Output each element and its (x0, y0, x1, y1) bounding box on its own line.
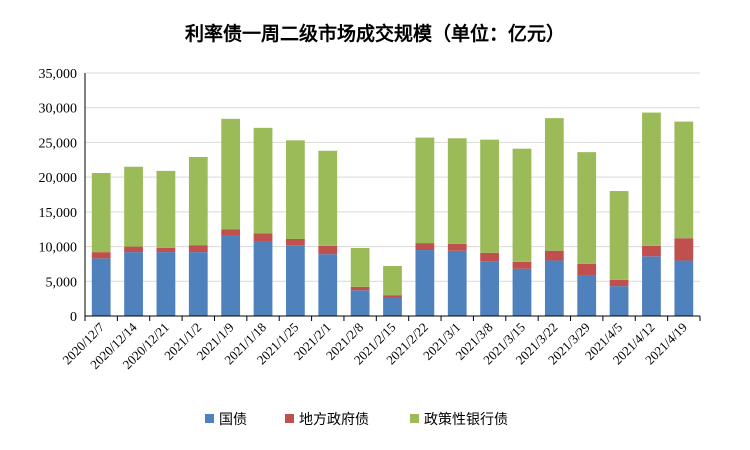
bar-segment-series-2 (253, 127, 273, 234)
bar-segment-series-2 (447, 138, 467, 244)
legend-label: 政策性银行债 (424, 411, 508, 428)
bar-segment-series-2 (609, 191, 629, 280)
bar-segment-series-0 (383, 297, 402, 316)
bar-segment-series-1 (415, 243, 435, 251)
bar-segment-series-0 (415, 250, 435, 316)
bar-segment-series-0 (156, 252, 176, 316)
legend-swatch (285, 414, 294, 423)
bar-segment-series-0 (447, 250, 467, 316)
legend-label: 地方政府债 (299, 412, 369, 428)
bar-segment-series-0 (642, 256, 661, 316)
bar-segment-series-2 (350, 247, 370, 287)
bar-segment-series-2 (286, 140, 305, 239)
bar-segment-series-2 (124, 166, 143, 247)
bar-segment-series-0 (512, 268, 532, 316)
bar-segment-series-1 (544, 250, 564, 261)
y-tick-label: 5,000 (46, 275, 78, 290)
bar-segment-series-0 (350, 290, 370, 316)
bar-segment-series-2 (642, 112, 661, 246)
bar-segment-series-0 (91, 258, 111, 316)
bar-segment-series-0 (221, 235, 241, 316)
bars-layer (91, 112, 694, 316)
legend-label: 国债 (219, 412, 247, 428)
bar-segment-series-1 (124, 246, 143, 253)
bar-segment-series-0 (480, 261, 499, 316)
bar-segment-series-1 (609, 279, 629, 287)
bar-segment-series-2 (674, 121, 694, 239)
bar-segment-series-2 (156, 170, 176, 248)
bar-segment-series-1 (91, 252, 111, 259)
bar-segment-series-0 (286, 245, 305, 316)
legend-swatch (410, 414, 419, 423)
bar-segment-series-0 (609, 286, 629, 316)
bar-segment-series-2 (91, 172, 111, 253)
bar-segment-series-2 (415, 137, 435, 244)
bar-segment-series-0 (188, 252, 208, 316)
bar-segment-series-1 (383, 295, 402, 298)
bar-segment-series-1 (577, 263, 597, 276)
chart-title: 利率债一周二级市场成交规模（单位：亿元） (185, 22, 565, 45)
y-tick-label: 25,000 (39, 136, 78, 151)
bar-segment-series-1 (318, 245, 338, 255)
bar-segment-series-2 (318, 150, 338, 246)
bar-segment-series-2 (221, 118, 241, 230)
y-tick-label: 35,000 (39, 67, 78, 82)
y-tick-label: 30,000 (39, 102, 78, 117)
bar-segment-series-0 (318, 254, 338, 316)
bar-segment-series-2 (383, 266, 402, 296)
grid-layer (85, 72, 700, 282)
y-tick-label: 0 (70, 310, 77, 325)
bar-segment-series-1 (642, 245, 661, 257)
legend: 国债 地方政府债 政策性银行债 (205, 411, 508, 428)
bar-segment-series-1 (221, 229, 241, 236)
legend-swatch (205, 414, 214, 423)
bar-segment-series-1 (512, 261, 532, 269)
bar-segment-series-2 (512, 148, 532, 262)
bar-segment-series-0 (544, 260, 564, 316)
y-tick-label: 15,000 (39, 206, 78, 221)
bar-segment-series-1 (286, 238, 305, 246)
bar-segment-series-2 (577, 152, 597, 264)
bar-segment-series-0 (674, 260, 694, 316)
bar-segment-series-1 (188, 245, 208, 253)
bar-segment-series-1 (350, 286, 370, 291)
y-tick-label: 20,000 (39, 171, 78, 186)
bar-segment-series-1 (480, 252, 499, 262)
bar-segment-series-1 (674, 238, 694, 261)
y-tick-label: 10,000 (39, 241, 78, 256)
bar-segment-series-1 (447, 243, 467, 251)
bar-segment-series-2 (480, 139, 499, 253)
bar-segment-series-1 (253, 233, 273, 242)
bar-segment-series-1 (156, 247, 176, 253)
bar-segment-series-2 (188, 157, 208, 246)
bar-segment-series-0 (577, 275, 597, 316)
bar-segment-series-0 (124, 252, 143, 316)
bar-segment-series-2 (544, 118, 564, 251)
bar-segment-series-0 (253, 241, 273, 316)
